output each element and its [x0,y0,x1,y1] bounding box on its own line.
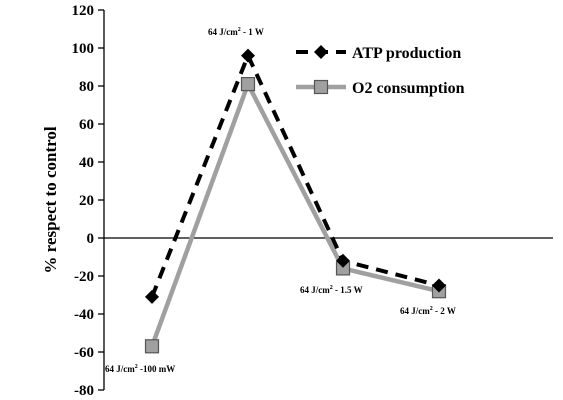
y-tick-label: 60 [79,117,94,133]
y-axis: -80 -60 -40 -20 0 20 40 60 80 100 120 [72,3,105,399]
y-tick-label: -60 [74,345,94,361]
atp-point [336,253,350,268]
legend-marker [313,79,329,95]
y-tick-label: 100 [72,41,95,57]
series-lines [149,53,440,348]
y-tick-label: -80 [74,383,94,399]
legend-label: ATP production [352,45,461,62]
series-markers [144,48,447,354]
legend: ATP production O2 consumption [296,45,465,97]
series-line-atp [150,53,440,298]
point-annotation: 64 J/cm2 - 2 W [400,306,456,316]
series-line-o2 [149,81,440,348]
legend-marker [314,45,328,59]
y-tick-label: 40 [79,155,94,171]
point-annotation: 64 J/cm2 - 1.5 W [300,285,363,295]
point-annotations: 64 J/cm2 -100 mW 64 J/cm2 - 1 W 64 J/cm2 -… [105,27,456,374]
point-annotation: 64 J/cm2 - 1 W [208,27,264,37]
o2-point [240,76,256,92]
y-tick-label: -20 [74,269,94,285]
legend-label: O2 consumption [352,80,465,97]
y-tick-label: 0 [87,231,95,247]
y-axis-label: % respect to control [41,126,60,273]
y-tick-label: 120 [72,3,95,19]
o2-point [144,339,160,354]
atp-point [145,289,159,304]
y-tick-label: 80 [79,79,94,95]
atp-point [241,48,255,63]
point-annotation: 64 J/cm2 -100 mW [105,364,175,374]
y-tick-label: -40 [74,307,94,323]
atp-point [432,278,446,293]
y-tick-label: 20 [79,193,94,209]
